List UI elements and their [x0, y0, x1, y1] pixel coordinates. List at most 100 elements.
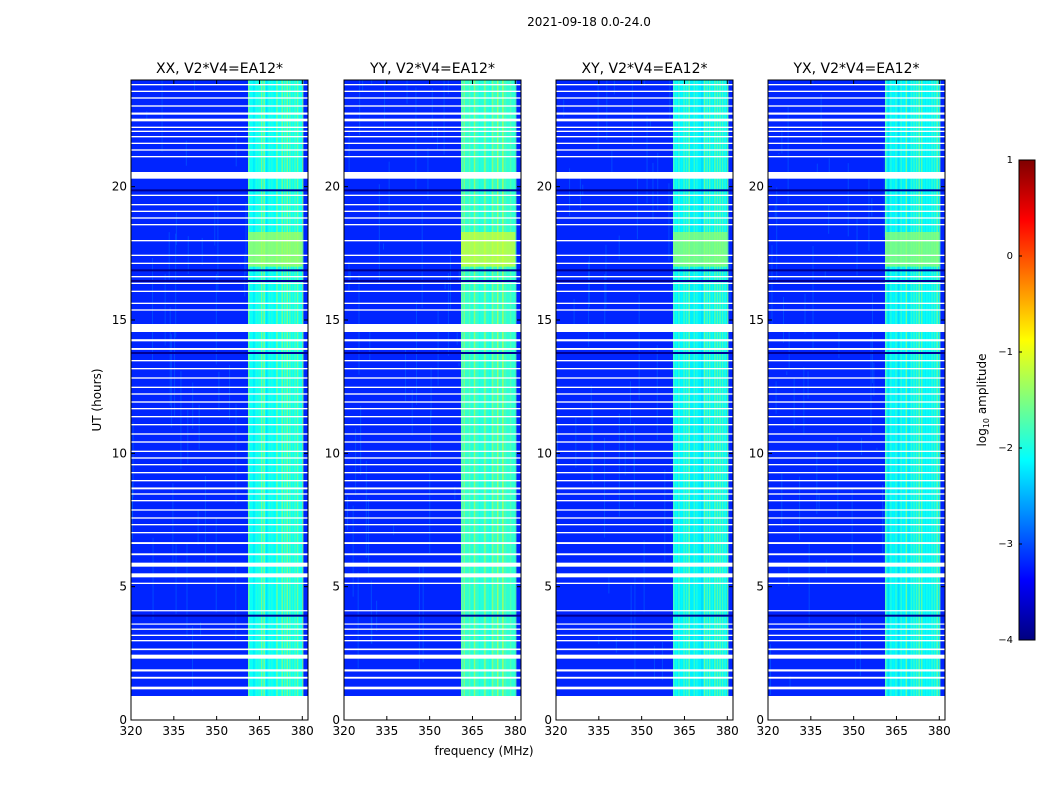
- noise-streak: [860, 437, 862, 456]
- flagged-gap: [131, 669, 308, 672]
- noise-streak: [624, 430, 626, 476]
- noise-streak: [371, 80, 373, 85]
- flagged-gap: [556, 377, 733, 379]
- flagged-gap: [556, 309, 733, 311]
- noise-streak: [218, 371, 220, 411]
- flagged-gap: [131, 282, 308, 284]
- flagged-gap: [556, 194, 733, 196]
- noise-streak: [197, 509, 199, 545]
- x-tick-label: 350: [418, 724, 441, 738]
- flagged-gap: [768, 441, 945, 443]
- noise-streak: [816, 451, 818, 515]
- flagged-gap: [131, 441, 308, 443]
- dark-stripe: [344, 352, 521, 354]
- flagged-gap: [556, 562, 733, 567]
- noise-streak: [775, 381, 777, 414]
- noise-streak: [370, 580, 372, 644]
- flagged-gap: [344, 393, 521, 395]
- x-tick-label: 350: [630, 724, 653, 738]
- flagged-gap: [556, 172, 733, 179]
- panel-1: XX, V2*V4=EA12* 320 335 350 365 380 0 5 10 15 20: [112, 61, 314, 738]
- y-tick-label: 15: [112, 313, 127, 327]
- noise-streak: [422, 563, 424, 663]
- flagged-gap: [344, 142, 521, 144]
- flagged-gap: [556, 640, 733, 642]
- x-tick-label: 335: [587, 724, 610, 738]
- dark-stripe: [131, 614, 308, 617]
- x-tick-label: 335: [162, 724, 185, 738]
- noise-streak: [653, 645, 655, 680]
- flagged-gap: [768, 509, 945, 511]
- flagged-gap: [131, 290, 308, 292]
- flagged-gap: [556, 542, 733, 544]
- noise-streak: [618, 235, 620, 260]
- noise-streak: [458, 362, 460, 367]
- x-tick-label: 380: [291, 724, 314, 738]
- flagged-gap: [768, 553, 945, 556]
- flagged-gap: [556, 105, 733, 107]
- flagged-gap: [344, 97, 521, 99]
- noise-streak: [634, 574, 636, 677]
- flagged-gap: [556, 136, 733, 138]
- noise-streak: [774, 203, 776, 217]
- noise-streak: [598, 635, 600, 645]
- noise-streak: [729, 254, 731, 304]
- flagged-gap: [131, 634, 308, 636]
- noise-streak: [383, 80, 385, 129]
- x-tick-label: 380: [504, 724, 527, 738]
- noise-streak: [348, 132, 350, 177]
- dark-stripe: [344, 189, 521, 192]
- flagged-gap: [344, 302, 521, 304]
- flagged-gap: [131, 194, 308, 196]
- y-tick-label: 20: [749, 180, 764, 194]
- flagged-gap: [768, 254, 945, 256]
- noise-streak: [592, 408, 594, 484]
- noise-streak: [378, 184, 380, 284]
- panel-image: [556, 80, 733, 720]
- flagged-gap: [768, 339, 945, 342]
- flagged-gap: [344, 377, 521, 379]
- y-tick-label: 5: [756, 580, 764, 594]
- flagged-gap: [344, 324, 521, 332]
- flagged-gap: [131, 97, 308, 99]
- flagged-gap: [768, 309, 945, 311]
- flagged-gap: [344, 424, 521, 426]
- noise-streak: [192, 382, 194, 429]
- flagged-gap: [344, 339, 521, 342]
- dark-stripe: [556, 352, 733, 354]
- flagged-gap: [131, 457, 308, 459]
- flagged-gap: [131, 276, 308, 278]
- y-tick-label: 0: [544, 713, 552, 727]
- noise-streak: [611, 150, 613, 175]
- x-tick-label: 365: [885, 724, 908, 738]
- panel-4: YX, V2*V4=EA12* 320 335 350 365 380 0 5 10 15 20: [749, 61, 951, 738]
- flagged-gap: [768, 290, 945, 292]
- flagged-gap: [344, 156, 521, 158]
- flagged-gap: [131, 424, 308, 426]
- noise-streak: [132, 483, 134, 540]
- flagged-gap: [768, 610, 945, 612]
- flagged-gap: [344, 696, 521, 720]
- flagged-gap: [131, 480, 308, 482]
- y-tick-label: 10: [537, 446, 552, 460]
- noise-streak: [793, 378, 795, 429]
- noise-streak: [847, 163, 849, 237]
- flagged-gap: [344, 84, 521, 86]
- colorbar-tick-label: 1: [1007, 155, 1013, 166]
- noise-streak: [859, 619, 861, 677]
- flagged-gap: [556, 441, 733, 443]
- flagged-gap: [556, 424, 733, 426]
- dark-stripe: [131, 352, 308, 354]
- flagged-gap: [556, 416, 733, 418]
- noise-streak: [644, 80, 646, 86]
- noise-streak: [828, 203, 830, 234]
- panel-title: XX, V2*V4=EA12*: [156, 61, 283, 77]
- noise-streak: [244, 253, 246, 297]
- flagged-gap: [344, 500, 521, 502]
- noise-streak: [393, 525, 395, 536]
- panel-title: YY, V2*V4=EA12*: [369, 61, 495, 77]
- flagged-gap: [344, 634, 521, 636]
- flagged-gap: [344, 623, 521, 625]
- flagged-gap: [556, 509, 733, 511]
- noise-streak: [365, 460, 367, 558]
